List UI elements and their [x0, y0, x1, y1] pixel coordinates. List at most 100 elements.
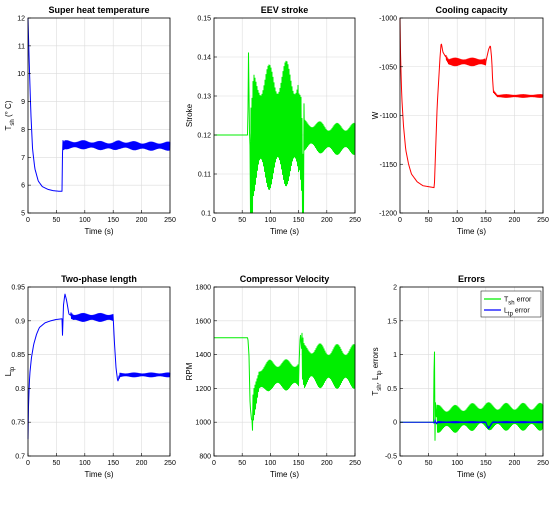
y-tick-label: -1200: [379, 211, 397, 218]
y-tick-label: 0.14: [197, 55, 211, 62]
y-tick-label: 0.15: [197, 16, 211, 23]
subplot-title: Two-phase length: [61, 274, 137, 284]
y-tick-label: 10: [17, 71, 25, 78]
x-axis-label: Time (s): [84, 470, 113, 479]
x-axis-label: Time (s): [270, 470, 299, 479]
x-tick-label: 0: [26, 460, 30, 467]
x-tick-label: 100: [265, 217, 277, 224]
x-tick-label: 50: [425, 217, 433, 224]
y-tick-label: 0.12: [197, 133, 211, 140]
x-tick-label: 100: [79, 217, 91, 224]
x-tick-label: 100: [451, 460, 463, 467]
axes-frame: [213, 17, 356, 214]
x-axis-label: Time (s): [84, 227, 113, 236]
y-tick-label: 1800: [195, 285, 211, 292]
y-tick-label: 8: [21, 127, 25, 134]
y-tick-label: 1: [393, 352, 397, 359]
x-tick-label: 250: [164, 217, 176, 224]
y-tick-label: 0.85: [11, 352, 25, 359]
x-tick-label: 50: [238, 460, 246, 467]
subplot-5: 0 50 100 150 200 250 800 1000 1200 1400 1600 1800 Co…: [185, 274, 361, 479]
series-line-1: [214, 52, 356, 214]
subplot-3: 0 50 100 150 200 250 -1200 -1150 -1100 -1050 -1000…: [371, 5, 549, 236]
x-tick-label: 250: [537, 217, 549, 224]
y-axis-label: Tsh (° C): [4, 100, 16, 130]
x-tick-label: 200: [509, 217, 521, 224]
x-axis-label: Time (s): [457, 470, 486, 479]
y-tick-label: -1000: [379, 16, 397, 23]
subplot-title: Errors: [458, 274, 485, 284]
y-tick-label: -0.5: [385, 454, 397, 461]
y-tick-label: 1200: [195, 386, 211, 393]
x-tick-label: 150: [480, 217, 492, 224]
y-tick-label: 0.13: [197, 94, 211, 101]
axes-frame: [27, 286, 171, 457]
x-tick-label: 200: [136, 217, 148, 224]
x-tick-label: 0: [212, 217, 216, 224]
x-tick-label: 150: [107, 460, 119, 467]
x-tick-label: 200: [321, 217, 333, 224]
x-tick-label: 0: [26, 217, 30, 224]
y-axis-label: W: [371, 111, 380, 119]
x-tick-label: 250: [164, 460, 176, 467]
x-tick-label: 50: [238, 217, 246, 224]
y-axis-label: Ltp: [4, 366, 16, 376]
x-tick-label: 250: [349, 217, 361, 224]
series-line-1: [214, 332, 356, 431]
y-axis-label: RPM: [185, 362, 194, 380]
x-tick-label: 100: [265, 460, 277, 467]
y-tick-label: 1.5: [387, 318, 397, 325]
x-tick-label: 0: [398, 217, 402, 224]
y-tick-label: 6: [21, 183, 25, 190]
subplot-title: Compressor Velocity: [240, 274, 330, 284]
axes-frame: [399, 286, 544, 457]
y-tick-label: 12: [17, 16, 25, 23]
y-tick-label: 2: [393, 285, 397, 292]
y-tick-label: 5: [21, 211, 25, 218]
y-tick-label: 0.75: [11, 420, 25, 427]
y-axis-label: Stroke: [185, 103, 194, 127]
x-tick-label: 150: [107, 217, 119, 224]
x-tick-label: 0: [212, 460, 216, 467]
y-tick-label: 1000: [195, 420, 211, 427]
axes-frame: [213, 286, 356, 457]
series-line-1: [27, 293, 171, 440]
x-tick-label: 200: [136, 460, 148, 467]
y-tick-label: 1400: [195, 352, 211, 359]
x-tick-label: 100: [451, 217, 463, 224]
x-tick-label: 150: [293, 217, 305, 224]
legend-box: [480, 290, 542, 318]
x-tick-label: 0: [398, 460, 402, 467]
x-tick-label: 200: [321, 460, 333, 467]
legend-entry-2: Ltp error: [504, 308, 530, 318]
x-axis-label: Time (s): [270, 227, 299, 236]
x-tick-label: 150: [480, 460, 492, 467]
y-axis-label: Tsh, Ltp errors: [371, 347, 383, 395]
plot-area: [28, 18, 170, 213]
y-tick-label: 0: [393, 420, 397, 427]
series-line-1: [399, 17, 544, 189]
x-tick-label: 250: [537, 460, 549, 467]
subplot-title: Super heat temperature: [48, 5, 149, 15]
series-line-1: [27, 17, 171, 192]
y-tick-label: 0.9: [15, 318, 25, 325]
y-tick-label: 9: [21, 99, 25, 106]
subplot-title: EEV stroke: [261, 5, 309, 15]
y-tick-label: 0.8: [15, 386, 25, 393]
y-tick-label: 1600: [195, 318, 211, 325]
y-tick-label: 0.95: [11, 285, 25, 292]
y-tick-label: 11: [18, 43, 25, 50]
y-tick-label: 7: [21, 155, 25, 162]
legend-entry-1: Tsh error: [504, 297, 532, 307]
y-tick-label: 0.1: [201, 211, 211, 218]
plot-area: [28, 287, 170, 456]
x-axis-label: Time (s): [457, 227, 486, 236]
y-tick-label: -1050: [379, 64, 397, 71]
x-tick-label: 50: [53, 217, 61, 224]
x-tick-label: 200: [509, 460, 521, 467]
axes-frame: [27, 17, 171, 214]
subplot-2: 0 50 100 150 200 250 0.1 0.11 0.12 0.13 0.14 0.15 EE…: [185, 5, 361, 236]
